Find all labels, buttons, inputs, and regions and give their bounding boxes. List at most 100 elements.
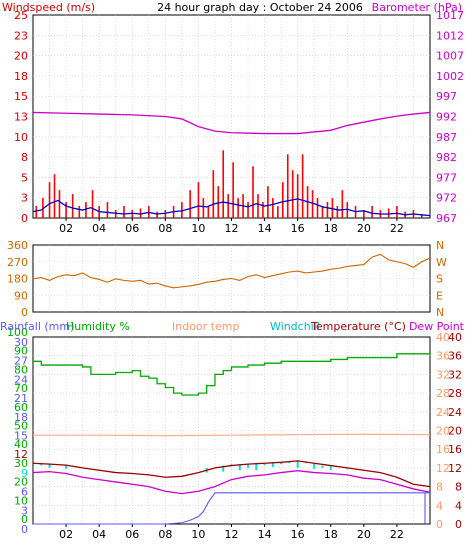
right-tick-label: N [436,239,444,252]
temperature-tick-label: 16 [448,443,462,456]
x-tick-label: 12 [225,528,239,541]
x-tick-label: 06 [125,528,139,541]
rain-tick-label: 27 [14,355,28,368]
temperature-tick-label: 0 [455,518,462,531]
x-tick-label: 20 [357,222,371,235]
indoor-temp-tick-label: 36 [436,350,450,363]
indoor-temp-tick-label: 0 [436,518,443,531]
rain-tick-label: 9 [21,467,28,480]
left-tick-label: 180 [7,273,28,286]
left-tick-label: 0 [21,306,28,319]
right-tick-label: 967 [436,212,457,225]
indoor-temp-tick-label: 24 [436,406,450,419]
humidity-tick-label: 70 [14,382,28,395]
indoor-temp-tick-label: 32 [436,368,450,381]
humidity-tick-label: 80 [14,363,28,376]
left-tick-label: 25 [14,9,28,22]
x-tick-label: 16 [291,528,305,541]
humidity-tick-label: 30 [14,457,28,470]
dew-point-line [32,470,431,495]
right-tick-label: 992 [436,111,457,124]
indoor-temp-tick-label: 4 [436,499,443,512]
temperature-tick-label: 24 [448,406,462,419]
rain-tick-label: 3 [21,504,28,517]
left-tick-label: 270 [7,256,28,269]
left-tick-label: 23 [14,29,28,42]
wind-barometer-panel: 0 3 5 8 10 13 15 18 20 23 25 967 972 977 982 987 992 997 1… [14,9,464,235]
x-tick-label: 04 [92,528,106,541]
legend-windchill: Windchill [270,320,320,333]
rain-tick-label: 24 [14,373,28,386]
chart-title: 24 hour graph day : October 24 2006 [157,1,363,14]
humidity-tick-label: 60 [14,401,28,414]
temperature-tick-label: 36 [448,350,462,363]
rain-tick-label: 30 [14,336,28,349]
rain-tick-label: 21 [14,392,28,405]
x-tick-label: 10 [191,222,205,235]
x-tick-label: 16 [291,222,305,235]
right-tick-label: 987 [436,131,457,144]
left-tick-label: 8 [21,151,28,164]
legend-humidity: Humidity % [66,320,130,333]
left-tick-label: 5 [21,171,28,184]
left-tick-label: 3 [21,192,28,205]
indoor-temp-tick-label: 12 [436,462,450,475]
x-tick-label: 12 [225,222,239,235]
left-tick-label: 360 [7,239,28,252]
x-tick-label: 14 [258,528,272,541]
indoor-temp-tick-label: 16 [436,443,450,456]
humidity-tick-label: 20 [14,476,28,489]
rain-tick-label: 18 [14,411,28,424]
right-tick-label: S [436,273,443,286]
indoor-temp-tick-label: 20 [436,425,450,438]
legend-indoor-temp: Indoor temp [172,320,239,333]
temperature-tick-label: 12 [448,462,462,475]
humidity-tick-label: 100 [7,326,28,339]
temperature-tick-label: 40 [448,331,462,344]
rainfall-line [33,492,430,525]
wind-direction-line [32,253,431,289]
x-tick-label: 08 [158,528,172,541]
legend-temperature: Temperature (°C) [310,320,406,333]
indoor-temp-tick-label: 8 [436,481,443,494]
right-tick-label: E [436,289,443,302]
temperature-tick-label: 20 [448,425,462,438]
left-tick-label: 15 [14,90,28,103]
rain-tick-label: 12 [14,448,28,461]
humidity-tick-label: 40 [14,438,28,451]
right-tick-label: N [436,306,444,319]
temperature-tick-label: 8 [455,481,462,494]
right-tick-label: 977 [436,171,457,184]
legend-rainfall: Rainfall (mm) [0,320,74,333]
x-tick-label: 08 [158,222,172,235]
right-tick-label: W [436,256,447,269]
legend-dew-point: Dew Point [409,320,465,333]
left-tick-label: 20 [14,50,28,63]
indoor-temp-tick-label: 28 [436,387,450,400]
rain-tick-label: 0 [21,523,28,536]
x-tick-label: 18 [324,222,338,235]
x-tick-label: 02 [59,222,73,235]
temperature-line [32,460,431,488]
x-tick-label: 20 [357,528,371,541]
wind-average-line [32,198,431,217]
x-tick-label: 06 [125,222,139,235]
x-tick-label: 04 [92,222,106,235]
humidity-tick-label: 0 [21,513,28,526]
right-axis-label: Barometer (hPa) [372,1,462,14]
right-tick-label: 1002 [436,70,464,83]
left-axis-label: Windspeed (m/s) [2,1,95,14]
humidity-tick-label: 50 [14,420,28,433]
indoor-temp-tick-label: 40 [436,331,450,344]
left-tick-label: 90 [14,289,28,302]
x-tick-label: 22 [390,222,404,235]
humidity-tick-label: 90 [14,345,28,358]
left-tick-label: 0 [21,212,28,225]
temperature-tick-label: 4 [455,499,462,512]
x-tick-label: 18 [324,528,338,541]
indoor-temp-line [33,433,431,437]
right-tick-label: 1017 [436,9,464,22]
